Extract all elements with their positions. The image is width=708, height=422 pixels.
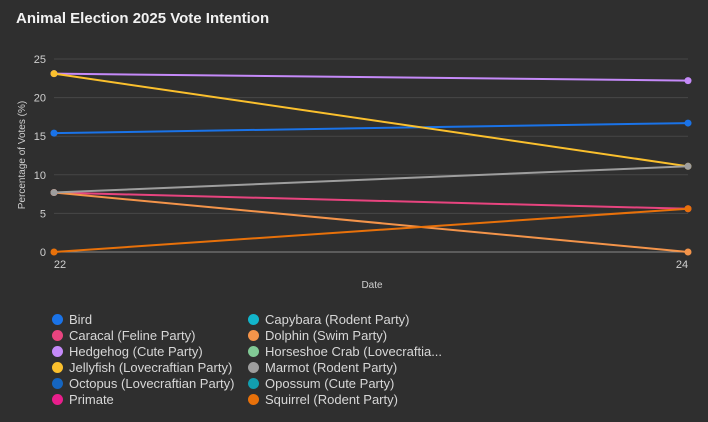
legend-item[interactable]: Bird (52, 311, 248, 327)
series-line (53, 72, 689, 168)
legend-swatch (248, 329, 259, 341)
series-line (53, 191, 689, 253)
legend-label: Marmot (Rodent Party) (265, 359, 398, 375)
legend-label: Dolphin (Swim Party) (265, 327, 388, 343)
legend-label: Primate (69, 391, 114, 407)
data-point (684, 77, 692, 85)
chart-title: Animal Election 2025 Vote Intention (16, 10, 270, 27)
data-point (50, 129, 58, 137)
legend-swatch (248, 345, 259, 357)
series-line (53, 122, 689, 135)
legend-swatch (52, 313, 63, 325)
legend-swatch (248, 313, 259, 325)
legend-item[interactable]: Caracal (Feline Party) (52, 327, 248, 343)
x-axis-label: Date (361, 280, 383, 291)
legend-swatch (52, 393, 63, 405)
data-point (50, 248, 58, 256)
legend-item[interactable]: Opossum (Cute Party) (248, 375, 458, 391)
x-tick-label: 22 (54, 259, 66, 271)
legend-swatch (52, 345, 63, 357)
y-tick-label: 15 (34, 131, 46, 143)
legend-swatch (52, 361, 63, 373)
chart-plot: 0 5 10 15 20 25 22 24 Date Percentage of Votes … (17, 54, 692, 291)
x-tick-label: 24 (676, 259, 688, 271)
data-point (50, 70, 58, 78)
legend-item[interactable]: Octopus (Lovecraftian Party) (52, 375, 248, 391)
legend-label: Opossum (Cute Party) (265, 375, 395, 391)
legend-swatch (52, 377, 63, 389)
y-tick-label: 5 (40, 208, 46, 220)
legend-item[interactable]: Horseshoe Crab (Lovecraftia... (248, 343, 458, 359)
legend-swatch (248, 393, 259, 405)
legend: Bird Caracal (Feline Party) Hedgehog (Cute… (52, 311, 458, 407)
legend-label: Squirrel (Rodent Party) (265, 391, 398, 407)
series-line (53, 207, 689, 253)
data-point (684, 205, 692, 213)
y-axis-label: Percentage of Votes (%) (17, 101, 28, 209)
legend-label: Hedgehog (Cute Party) (69, 343, 203, 359)
y-tick-label: 20 (34, 93, 46, 105)
series-line (53, 165, 689, 194)
series-lines (50, 70, 692, 256)
legend-label: Capybara (Rodent Party) (265, 311, 410, 327)
data-point (50, 189, 58, 197)
data-point (684, 248, 692, 256)
legend-item[interactable]: Hedgehog (Cute Party) (52, 343, 248, 359)
legend-item[interactable]: Capybara (Rodent Party) (248, 311, 458, 327)
legend-swatch (52, 329, 63, 341)
y-tick-label: 10 (34, 170, 46, 182)
legend-label: Jellyfish (Lovecraftian Party) (69, 359, 233, 375)
legend-item[interactable]: Jellyfish (Lovecraftian Party) (52, 359, 248, 375)
grid-lines (54, 58, 688, 253)
legend-label: Caracal (Feline Party) (69, 327, 196, 343)
data-point (684, 162, 692, 170)
legend-item[interactable]: Primate (52, 391, 248, 407)
legend-item[interactable]: Dolphin (Swim Party) (248, 327, 458, 343)
legend-swatch (248, 377, 259, 389)
legend-swatch (248, 361, 259, 373)
series-line (53, 191, 689, 210)
legend-item[interactable]: Marmot (Rodent Party) (248, 359, 458, 375)
legend-label: Octopus (Lovecraftian Party) (69, 375, 235, 391)
series-line (53, 72, 689, 82)
legend-label: Horseshoe Crab (Lovecraftia... (265, 343, 443, 359)
axes: 0 5 10 15 20 25 22 24 (34, 54, 688, 271)
y-tick-label: 0 (40, 247, 46, 259)
y-tick-label: 25 (34, 54, 46, 66)
legend-item[interactable]: Squirrel (Rodent Party) (248, 391, 458, 407)
legend-label: Bird (69, 311, 93, 327)
data-point (684, 119, 692, 127)
